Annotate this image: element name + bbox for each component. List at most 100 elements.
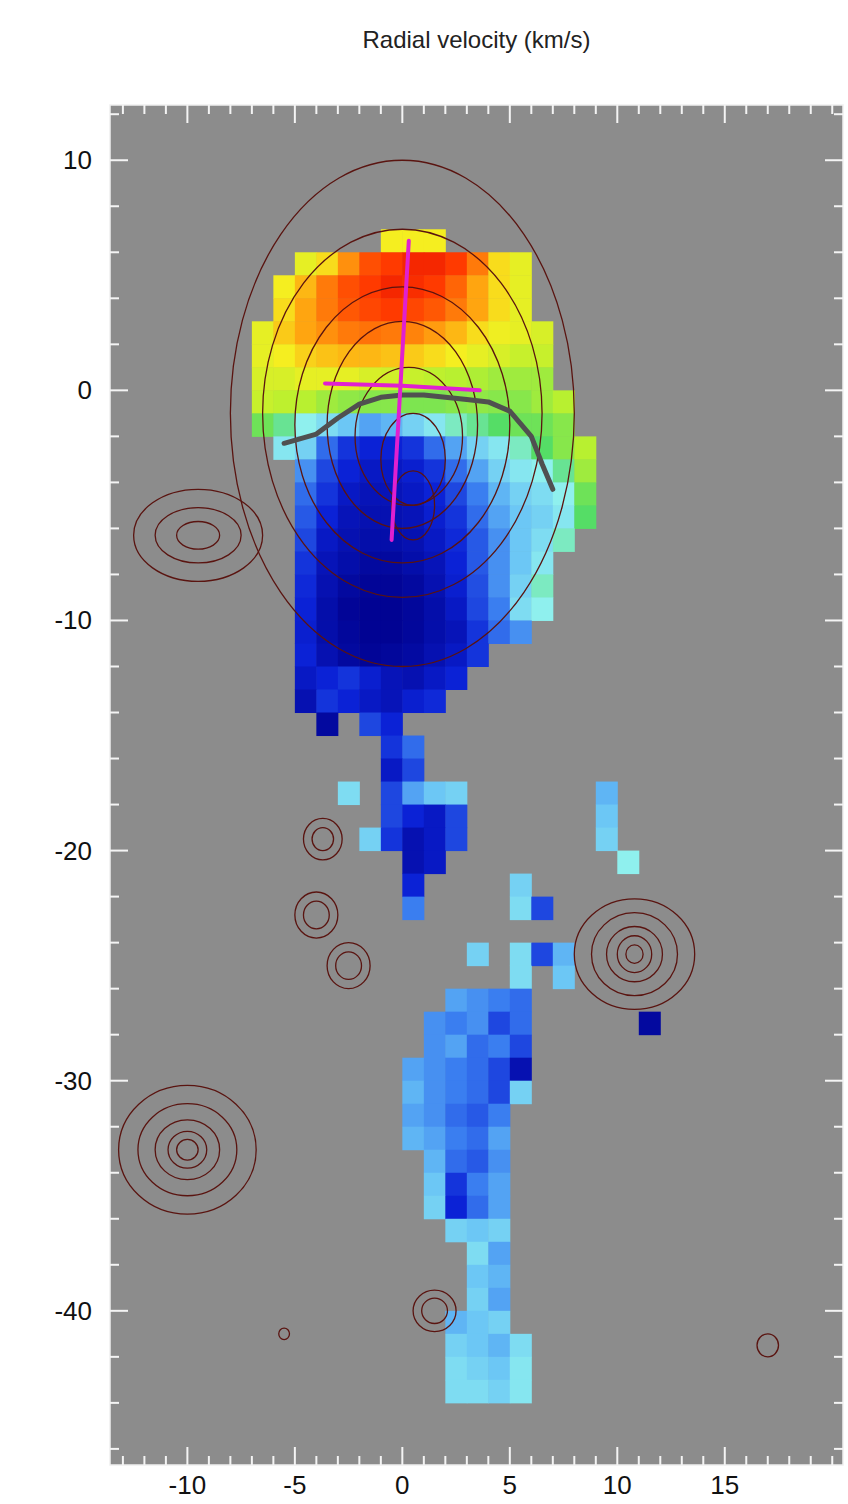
y-tick xyxy=(834,1172,843,1174)
velocity-cell xyxy=(553,413,575,437)
velocity-cell xyxy=(359,298,381,322)
velocity-cell xyxy=(467,1127,489,1151)
velocity-cell xyxy=(381,620,403,644)
velocity-cell xyxy=(424,1104,446,1128)
velocity-cell xyxy=(510,436,532,460)
x-tick xyxy=(315,105,317,114)
velocity-cell xyxy=(316,666,338,690)
y-tick xyxy=(834,896,843,898)
velocity-cell xyxy=(402,1058,424,1082)
velocity-cell xyxy=(488,1265,510,1289)
y-tick xyxy=(834,1218,843,1220)
y-tick xyxy=(110,1172,119,1174)
y-tick xyxy=(110,343,119,345)
velocity-cell xyxy=(295,643,317,667)
velocity-cell xyxy=(295,298,317,322)
velocity-cell xyxy=(531,943,553,967)
velocity-cell xyxy=(424,666,446,690)
velocity-cell xyxy=(273,413,295,437)
velocity-cell xyxy=(381,805,403,829)
velocity-cell xyxy=(445,643,467,667)
velocity-cell xyxy=(488,1288,510,1312)
y-tick xyxy=(834,527,843,529)
velocity-cell xyxy=(574,459,596,483)
y-tick xyxy=(110,527,119,529)
y-tick xyxy=(834,988,843,990)
velocity-cell xyxy=(445,1081,467,1105)
velocity-cell xyxy=(467,989,489,1013)
y-tick xyxy=(110,1126,119,1128)
velocity-cell xyxy=(381,574,403,598)
x-tick xyxy=(122,105,124,114)
y-tick xyxy=(834,1034,843,1036)
velocity-cell xyxy=(510,390,532,414)
velocity-cell xyxy=(424,597,446,621)
x-tick xyxy=(552,105,554,114)
velocity-cell xyxy=(402,643,424,667)
intensity-contour xyxy=(119,1085,257,1214)
x-tick xyxy=(530,105,532,114)
velocity-cell xyxy=(424,1173,446,1197)
velocity-cell xyxy=(359,666,381,690)
velocity-cell xyxy=(359,528,381,552)
velocity-cell xyxy=(510,597,532,621)
x-tick xyxy=(745,105,747,114)
velocity-cell xyxy=(359,690,381,714)
velocity-cell xyxy=(381,736,403,760)
x-tick xyxy=(122,1456,124,1465)
velocity-cell xyxy=(424,1127,446,1151)
intensity-contour xyxy=(312,828,333,851)
velocity-cell xyxy=(531,367,553,391)
x-tick xyxy=(831,105,833,114)
x-tick-label: -5 xyxy=(283,1470,306,1500)
frame xyxy=(110,105,843,1465)
velocity-cell xyxy=(488,1334,510,1358)
velocity-cell xyxy=(338,597,360,621)
y-tick xyxy=(110,758,119,760)
velocity-cell xyxy=(596,805,618,829)
intensity-contour xyxy=(392,471,435,540)
velocity-cell xyxy=(488,1127,510,1151)
velocity-cell xyxy=(316,298,338,322)
intensity-contour xyxy=(757,1334,778,1357)
x-tick xyxy=(358,105,360,114)
velocity-cell xyxy=(467,1288,489,1312)
velocity-cell xyxy=(467,436,489,460)
velocity-cell xyxy=(467,1357,489,1381)
velocity-cell xyxy=(316,275,338,299)
velocity-cell xyxy=(402,736,424,760)
x-tick xyxy=(165,1456,167,1465)
velocity-cell xyxy=(402,666,424,690)
velocity-cell xyxy=(402,436,424,460)
velocity-cell xyxy=(467,1173,489,1197)
y-tick xyxy=(110,1402,119,1404)
y-tick xyxy=(110,988,119,990)
velocity-cell xyxy=(445,1173,467,1197)
velocity-cell xyxy=(510,1357,532,1381)
x-tick-label: 0 xyxy=(395,1470,409,1500)
velocity-cell xyxy=(553,966,575,990)
x-tick xyxy=(573,1456,575,1465)
velocity-cell xyxy=(359,505,381,529)
y-tick xyxy=(110,665,119,667)
velocity-cell xyxy=(488,413,510,437)
velocity-cell xyxy=(445,551,467,575)
velocity-cell xyxy=(467,1012,489,1036)
velocity-cell xyxy=(553,390,575,414)
x-tick xyxy=(315,1456,317,1465)
velocity-cell xyxy=(510,459,532,483)
velocity-cell xyxy=(445,1127,467,1151)
velocity-cell xyxy=(596,828,618,852)
velocity-cell xyxy=(488,367,510,391)
velocity-cell xyxy=(488,321,510,345)
velocity-cell xyxy=(467,643,489,667)
x-tick xyxy=(294,105,296,123)
velocity-cell xyxy=(445,620,467,644)
y-tick xyxy=(834,665,843,667)
velocity-cell xyxy=(359,828,381,852)
y-tick xyxy=(110,1218,119,1220)
velocity-cell xyxy=(488,1104,510,1128)
velocity-cell xyxy=(359,321,381,345)
velocity-cell xyxy=(295,275,317,299)
title: Radial velocity (km/s) xyxy=(362,26,590,53)
